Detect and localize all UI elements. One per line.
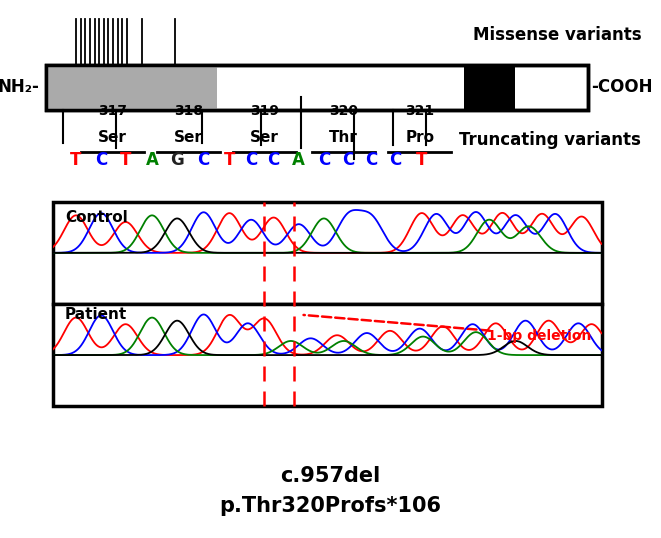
Text: Pro: Pro	[405, 130, 434, 145]
Text: Patient: Patient	[65, 307, 127, 322]
Text: C: C	[366, 152, 377, 169]
Text: T: T	[223, 152, 235, 169]
Bar	[53, 202, 602, 304]
Text: 318: 318	[174, 104, 203, 118]
Text: Ser: Ser	[98, 130, 127, 145]
Text: T: T	[70, 152, 82, 169]
Text: Truncating variants: Truncating variants	[459, 131, 641, 149]
Text: G: G	[171, 152, 184, 169]
Bar	[46, 65, 588, 110]
Text: C: C	[198, 152, 210, 169]
Text: A: A	[292, 152, 305, 169]
Text: Ser: Ser	[250, 130, 279, 145]
Text: 319: 319	[250, 104, 279, 118]
Text: -COOH: -COOH	[592, 79, 653, 96]
Text: C: C	[389, 152, 401, 169]
Text: c.957del: c.957del	[280, 466, 381, 486]
Text: C: C	[268, 152, 280, 169]
Bar	[463, 65, 515, 110]
Text: 320: 320	[329, 104, 358, 118]
Text: T: T	[120, 152, 132, 169]
Text: C: C	[245, 152, 257, 169]
Text: 321: 321	[405, 104, 434, 118]
Text: T: T	[416, 152, 428, 169]
Bar	[46, 65, 217, 110]
Bar	[46, 65, 588, 110]
Text: NH₂-: NH₂-	[0, 79, 40, 96]
Text: Control: Control	[65, 210, 128, 225]
Text: Missense variants: Missense variants	[473, 26, 641, 44]
Text: p.Thr320Profs*106: p.Thr320Profs*106	[219, 495, 442, 516]
Text: C: C	[318, 152, 330, 169]
Bar	[53, 304, 602, 406]
Text: 317: 317	[98, 104, 127, 118]
Text: Thr: Thr	[329, 130, 358, 145]
Text: 1-bp deletion: 1-bp deletion	[486, 329, 591, 343]
Text: Ser: Ser	[174, 130, 203, 145]
Text: C: C	[342, 152, 354, 169]
Text: A: A	[145, 152, 159, 169]
Text: C: C	[95, 152, 107, 169]
